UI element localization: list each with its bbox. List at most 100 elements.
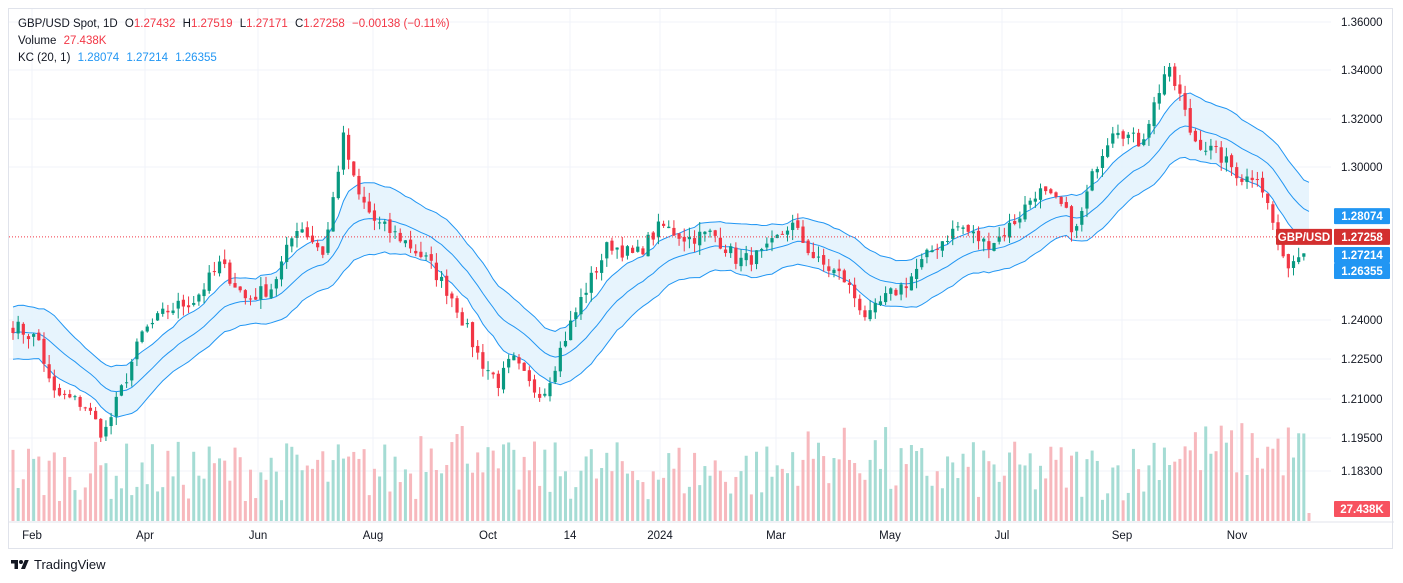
volume-bar [445,464,449,521]
candle-body [532,379,537,393]
chart-frame[interactable]: 1.36000 1.34000 1.32000 1.30000 1.24000 1.225… [8,8,1394,550]
candle-body [1204,150,1208,152]
candle-body [512,355,516,361]
volume-bar [357,458,361,521]
candle-body [372,210,377,221]
candle-body [605,242,609,259]
volume-bar [223,460,227,521]
volume-bar [956,478,960,521]
candle-body [119,385,124,396]
candle-body [682,236,686,242]
candle-body [476,345,480,353]
volume-bar [656,479,660,521]
candle-body [233,283,237,288]
candle-body [26,336,31,340]
volume-bar [724,481,728,521]
candle-body [1069,206,1074,233]
volume-bar [940,488,944,521]
volume-bar [532,441,536,521]
volume-bar [347,456,351,521]
volume-bar [99,465,103,521]
volume-bar [734,476,738,521]
kc-middle-value: 1.27214 [126,52,168,64]
candle-body [68,394,72,398]
candle-body [625,246,630,256]
volume-bar [558,476,562,521]
legend-symbol[interactable]: GBP/USD Spot, 1D [18,18,118,30]
volume-bar [1307,513,1311,521]
volume-bar [1286,427,1290,521]
volume-bar [682,493,686,521]
volume-bar [486,447,490,521]
candle-body [527,370,531,382]
candle-body [884,293,888,303]
volume-bar [853,463,857,521]
volume-bar [858,473,862,521]
candle-body [899,284,903,295]
volume-bar [16,487,20,521]
volume-label[interactable]: Volume [18,35,57,47]
price-chart[interactable]: 1.36000 1.34000 1.32000 1.30000 1.24000 1.225… [9,9,1394,550]
candle-body [703,231,707,235]
volume-bar [1085,459,1089,521]
volume-bar [212,463,216,521]
volume-bar [295,454,299,521]
volume-bar [502,444,506,521]
volume-bar [827,483,831,521]
candle-body [961,227,965,229]
volume-bar [548,491,552,521]
volume-bar [584,456,588,521]
candle-body [615,247,619,250]
candle-body [904,286,908,289]
candle-body [124,382,129,384]
candle-body [1044,186,1048,192]
tradingview-brand[interactable]: TradingView [10,557,106,572]
candle-body [321,246,325,255]
kc-upper-value: 1.28074 [77,52,120,64]
candle-body [331,197,335,232]
candle-body [579,296,583,315]
x-tick-label: Sep [1112,530,1132,542]
candle-body [192,302,196,305]
candle-body [672,227,676,236]
candle-body [21,323,25,335]
candle-body [94,410,98,420]
candle-body [171,310,175,314]
volume-bar [1008,452,1012,521]
candle-body [362,196,366,203]
x-tick-label: Jul [995,530,1010,542]
volume-bar [367,495,371,521]
volume-bar [708,475,712,521]
volume-bar [765,446,769,521]
volume-bar [1188,450,1192,521]
volume-bar [646,499,650,521]
legend-change: −0.00138 (−0.11%) [352,18,450,30]
x-axis[interactable]: Feb Apr Jun Aug Oct 14 2024 Mar May Jul Sep Nov [22,530,1247,542]
volume-bar [786,473,790,521]
volume-bar [264,479,268,521]
candle-body [976,230,981,242]
y-axis[interactable]: 1.36000 1.34000 1.32000 1.30000 1.24000 1.225… [1341,17,1383,478]
volume-bar [104,463,108,521]
candle-body [1286,254,1290,269]
price-badges: 1.28074 1.27258 GBP/USD 1.27214 1.26355 27.43… [1276,208,1390,517]
volume-bar [238,457,242,521]
volume-bar [1069,455,1073,521]
volume-bar [21,479,25,521]
candle-body [1250,177,1254,181]
candle-body [868,310,872,320]
candle-body [202,289,206,297]
volume-badge: 27.438K [1340,504,1384,516]
volume-bar [667,453,671,521]
kc-label[interactable]: KC (20, 1) [18,52,71,64]
candle-body [873,302,877,313]
volume-bar [197,475,201,521]
candle-body [1255,179,1259,181]
candle-body [1235,167,1239,179]
candle-body [713,230,717,236]
volume-bar [1090,450,1094,521]
candle-body [1167,66,1172,77]
legend-o-label: O [124,18,134,30]
candle-body [1157,93,1161,104]
volume-bar [403,469,407,521]
